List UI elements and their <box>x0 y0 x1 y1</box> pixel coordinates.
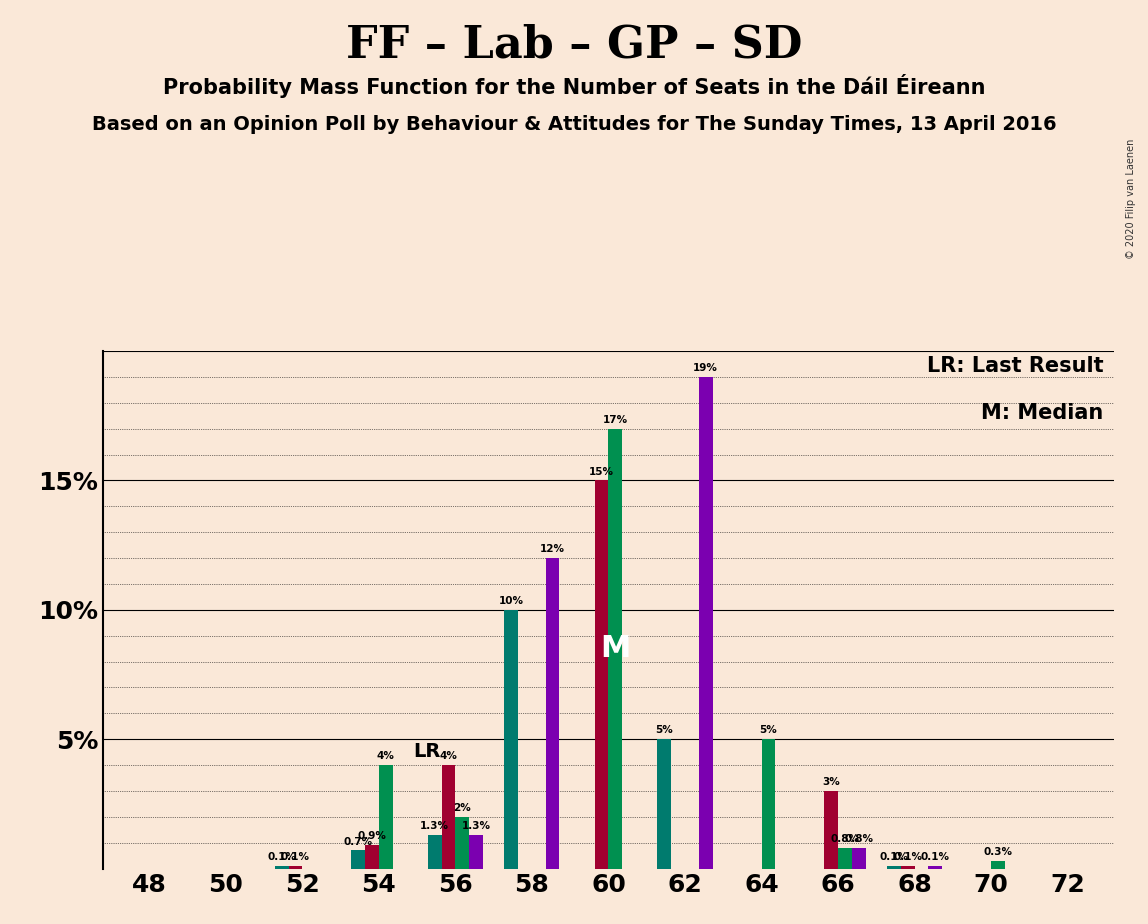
Text: M: M <box>600 634 630 663</box>
Bar <box>379 765 393 869</box>
Text: 0.8%: 0.8% <box>830 834 860 844</box>
Bar <box>365 845 379 869</box>
Text: 0.3%: 0.3% <box>984 847 1013 857</box>
Bar <box>595 480 608 869</box>
Bar <box>699 377 713 869</box>
Text: 15%: 15% <box>589 467 614 477</box>
Text: 5%: 5% <box>656 725 673 736</box>
Bar <box>838 848 852 869</box>
Text: LR: LR <box>413 742 440 761</box>
Bar <box>428 835 442 869</box>
Bar <box>545 558 559 869</box>
Bar <box>761 739 775 869</box>
Text: © 2020 Filip van Laenen: © 2020 Filip van Laenen <box>1126 139 1135 259</box>
Text: 0.7%: 0.7% <box>343 836 373 846</box>
Text: 0.1%: 0.1% <box>267 852 296 862</box>
Text: FF – Lab – GP – SD: FF – Lab – GP – SD <box>346 23 802 67</box>
Text: LR: Last Result: LR: Last Result <box>926 357 1103 376</box>
Bar <box>608 429 622 869</box>
Bar <box>442 765 456 869</box>
Bar <box>351 850 365 869</box>
Text: 5%: 5% <box>760 725 777 736</box>
Text: 1.3%: 1.3% <box>461 821 490 831</box>
Bar <box>887 866 901 869</box>
Bar <box>288 866 302 869</box>
Text: Based on an Opinion Poll by Behaviour & Attitudes for The Sunday Times, 13 April: Based on an Opinion Poll by Behaviour & … <box>92 116 1056 135</box>
Bar <box>504 610 518 869</box>
Bar <box>456 817 470 869</box>
Text: 12%: 12% <box>540 544 565 554</box>
Text: 2%: 2% <box>453 803 471 813</box>
Text: M: Median: M: Median <box>982 403 1103 423</box>
Text: 0.1%: 0.1% <box>893 852 922 862</box>
Bar <box>991 861 1004 869</box>
Text: 4%: 4% <box>377 751 395 761</box>
Text: 0.1%: 0.1% <box>879 852 908 862</box>
Text: 19%: 19% <box>693 363 719 373</box>
Bar <box>658 739 672 869</box>
Bar <box>274 866 288 869</box>
Bar <box>824 791 838 869</box>
Text: 0.1%: 0.1% <box>921 852 949 862</box>
Text: 0.9%: 0.9% <box>357 832 387 842</box>
Bar <box>901 866 915 869</box>
Text: 1.3%: 1.3% <box>420 821 449 831</box>
Text: 0.8%: 0.8% <box>844 834 874 844</box>
Bar <box>852 848 866 869</box>
Bar <box>929 866 943 869</box>
Text: Probability Mass Function for the Number of Seats in the Dáil Éireann: Probability Mass Function for the Number… <box>163 74 985 98</box>
Text: 0.1%: 0.1% <box>281 852 310 862</box>
Text: 10%: 10% <box>498 596 523 606</box>
Text: 3%: 3% <box>822 777 840 787</box>
Bar <box>470 835 483 869</box>
Text: 4%: 4% <box>440 751 457 761</box>
Text: 17%: 17% <box>603 415 628 425</box>
